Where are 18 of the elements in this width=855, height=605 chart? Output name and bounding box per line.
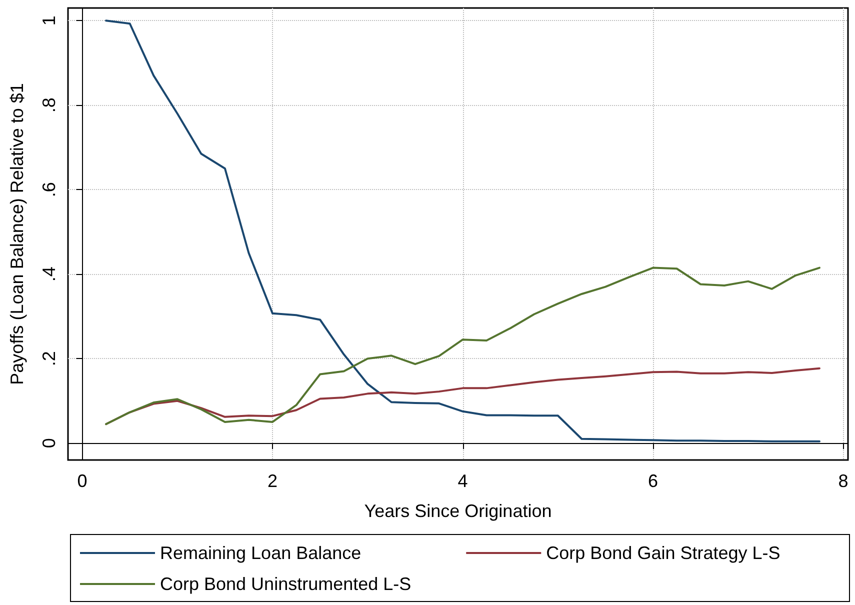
y-tick-label: .8 [39,98,59,113]
line-series [105,20,820,442]
x-tick-label: 4 [458,471,468,491]
y-tick-label: 0 [39,438,59,448]
y-tick-label: .6 [39,182,59,198]
y-tick-label: .2 [39,351,59,366]
y-tick-label: 1 [39,16,59,26]
y-tick-label: .4 [39,266,59,282]
x-axis-title: Years Since Origination [364,501,552,521]
x-tick-label: 8 [838,471,848,491]
legend-label: Corp Bond Gain Strategy L-S [546,543,780,563]
y-axis-title: Payoffs (Loan Balance) Relative to $1 [7,83,27,385]
x-tick-label: 0 [77,471,88,491]
legend-label: Remaining Loan Balance [160,543,362,563]
legend-label: Corp Bond Uninstrumented L-S [160,574,412,594]
x-tick-label: 6 [648,471,658,491]
line-series [105,266,820,426]
x-tick-label: 2 [268,471,278,491]
